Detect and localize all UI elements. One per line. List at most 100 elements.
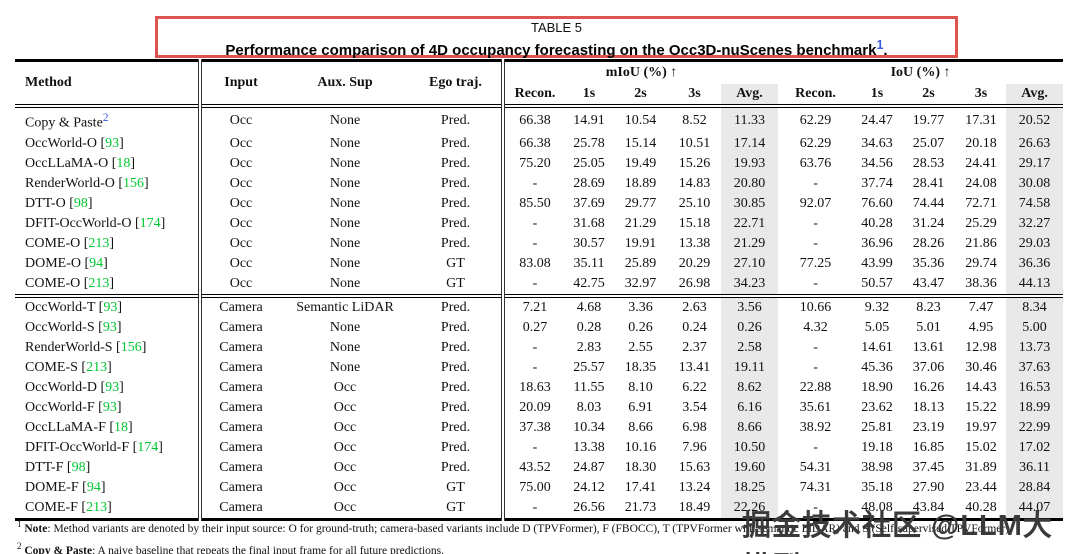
miou-cell: 13.24 bbox=[678, 479, 711, 495]
ego-traj-cell: Pred. bbox=[440, 195, 471, 211]
miou-cell: 24.87 bbox=[573, 459, 605, 475]
miou-cell: 43.52 bbox=[501, 457, 565, 478]
miou-cell: 7.96 bbox=[682, 439, 707, 455]
miou-cell: 35.11 bbox=[573, 255, 605, 271]
iou-cell: 14.61 bbox=[861, 339, 893, 355]
miou-cell: 8.66 bbox=[628, 419, 653, 435]
method-cell: DFIT-OccWorld-F [174] bbox=[25, 439, 163, 455]
input-cell: Occ bbox=[198, 213, 280, 234]
miou-cell: 66.38 bbox=[501, 104, 565, 134]
citation-number: 213 bbox=[88, 235, 110, 251]
table-title: Performance comparison of 4D occupancy f… bbox=[158, 35, 955, 61]
citation-number: 156 bbox=[120, 339, 142, 355]
miou-cell: 0.24 bbox=[682, 319, 707, 335]
iou-cell: 38.36 bbox=[965, 275, 997, 291]
table-row: COME-O [213] Occ None Pred. -30.57 19.91 13.38… bbox=[15, 233, 1064, 254]
aux-sup-cell: Occ bbox=[333, 439, 357, 455]
citation-number: 93 bbox=[105, 379, 120, 395]
iou-cell: 30.08 bbox=[1006, 173, 1064, 194]
method-cell: Copy & Paste2 bbox=[15, 104, 200, 134]
miou-cell: 6.22 bbox=[682, 379, 707, 395]
caption-footnote-ref: 1 bbox=[876, 38, 884, 52]
iou-cell: 19.77 bbox=[901, 104, 957, 134]
iou-cell: 74.58 bbox=[1006, 193, 1064, 214]
ego-traj-cell: GT bbox=[446, 275, 465, 291]
miou-cell: 32.97 bbox=[624, 275, 657, 291]
iou-cell: 40.28 bbox=[861, 215, 893, 231]
miou-cell: 17.14 bbox=[721, 133, 779, 154]
iou-cell: 37.45 bbox=[912, 459, 945, 475]
input-cell: Camera bbox=[198, 477, 280, 498]
iou-cell: 31.89 bbox=[965, 459, 997, 475]
ego-traj-cell: Pred. bbox=[440, 235, 471, 251]
iou-cell: 5.00 bbox=[1006, 317, 1064, 338]
input-cell: Camera bbox=[198, 317, 280, 338]
citation-number: 93 bbox=[102, 319, 117, 335]
aux-sup-cell: Occ bbox=[333, 379, 357, 395]
iou-cell: 37.63 bbox=[1006, 357, 1064, 378]
method-cell: DTT-F [98] bbox=[25, 459, 91, 475]
miou-cell: 30.57 bbox=[573, 235, 605, 251]
table-body: Copy & Paste2 Occ None Pred. 66.38 14.91 10.54… bbox=[15, 104, 1064, 521]
iou-cell: 18.13 bbox=[912, 399, 945, 415]
method-cell: COME-F [213] bbox=[15, 497, 200, 521]
miou-cell: 20.29 bbox=[678, 255, 711, 271]
miou-cell: 34.23 bbox=[721, 273, 779, 296]
citation-number: 213 bbox=[86, 499, 108, 515]
miou-cell: 8.03 bbox=[576, 399, 602, 415]
table-row: OccWorld-O [93] Occ None Pred. 66.38 25.78 15.… bbox=[15, 133, 1064, 154]
miou-cell: 8.66 bbox=[721, 417, 779, 438]
table-title-text: Performance comparison of 4D occupancy f… bbox=[225, 42, 877, 59]
iou-cell: 29.03 bbox=[1006, 233, 1064, 254]
input-cell: Camera bbox=[198, 293, 280, 318]
miou-cell: 10.16 bbox=[624, 439, 657, 455]
iou-cell: 21.86 bbox=[965, 235, 997, 251]
miou-cell: 10.54 bbox=[613, 104, 668, 134]
ego-traj-cell: Pred. bbox=[440, 175, 471, 191]
iou-cell: 25.81 bbox=[861, 419, 893, 435]
citation-number: 94 bbox=[89, 255, 104, 271]
method-cell: COME-O [213] bbox=[25, 235, 115, 251]
citation-number: 18 bbox=[116, 155, 131, 171]
miou-cell: 19.11 bbox=[721, 357, 779, 378]
header-row-groups: Method Input Aux. Sup Ego traj. mIoU (%)… bbox=[15, 59, 1064, 106]
iou-cell: 72.71 bbox=[965, 195, 997, 211]
miou-cell: 15.18 bbox=[678, 215, 711, 231]
ego-traj-cell: GT bbox=[410, 497, 503, 521]
iou-cell: 23.44 bbox=[965, 479, 997, 495]
iou-cell: 92.07 bbox=[799, 195, 832, 211]
miou-cell: 7.21 bbox=[501, 293, 565, 318]
iou-cell: 8.23 bbox=[901, 293, 957, 318]
miou-cell: 28.69 bbox=[573, 175, 605, 191]
miou-cell: 26.98 bbox=[678, 275, 711, 291]
iou-cell: 28.84 bbox=[1006, 477, 1064, 498]
table-caption-box: TABLE 5 Performance comparison of 4D occ… bbox=[155, 16, 958, 61]
iou-cell: 16.85 bbox=[912, 439, 945, 455]
miou-cell: 6.98 bbox=[682, 419, 707, 435]
input-cell: Camera bbox=[198, 337, 280, 358]
miou-cell: - bbox=[501, 497, 565, 521]
miou-cell: 42.75 bbox=[573, 275, 605, 291]
iou-cell: 20.52 bbox=[1006, 104, 1064, 134]
iou-cell: 24.47 bbox=[853, 104, 902, 134]
iou-cell: 24.41 bbox=[965, 155, 997, 171]
footnote-2: 2 Copy & Paste: A naive baseline that re… bbox=[17, 538, 1067, 554]
iou-cell: 74.31 bbox=[799, 479, 832, 495]
col-header-iou-avg: Avg. bbox=[1006, 84, 1064, 106]
miou-cell: 19.91 bbox=[624, 235, 657, 251]
citation-number: 93 bbox=[103, 299, 118, 315]
miou-cell: 8.62 bbox=[721, 377, 779, 398]
input-cell: Occ bbox=[198, 193, 280, 214]
miou-cell: - bbox=[501, 273, 565, 296]
miou-cell: 10.34 bbox=[573, 419, 605, 435]
footnotes: 1 Note: Method variants are denoted by t… bbox=[17, 516, 1067, 554]
iou-cell: - bbox=[813, 175, 818, 191]
footnote-1: 1 Note: Method variants are denoted by t… bbox=[17, 516, 1067, 537]
iou-cell: - bbox=[813, 215, 818, 231]
ego-traj-cell: Pred. bbox=[440, 399, 471, 415]
input-cell: Occ bbox=[198, 173, 280, 194]
table-number: TABLE 5 bbox=[530, 20, 583, 35]
table-row: DFIT-OccWorld-O [174] Occ None Pred. -31.68 2… bbox=[15, 213, 1064, 234]
miou-cell: 15.26 bbox=[678, 155, 711, 171]
